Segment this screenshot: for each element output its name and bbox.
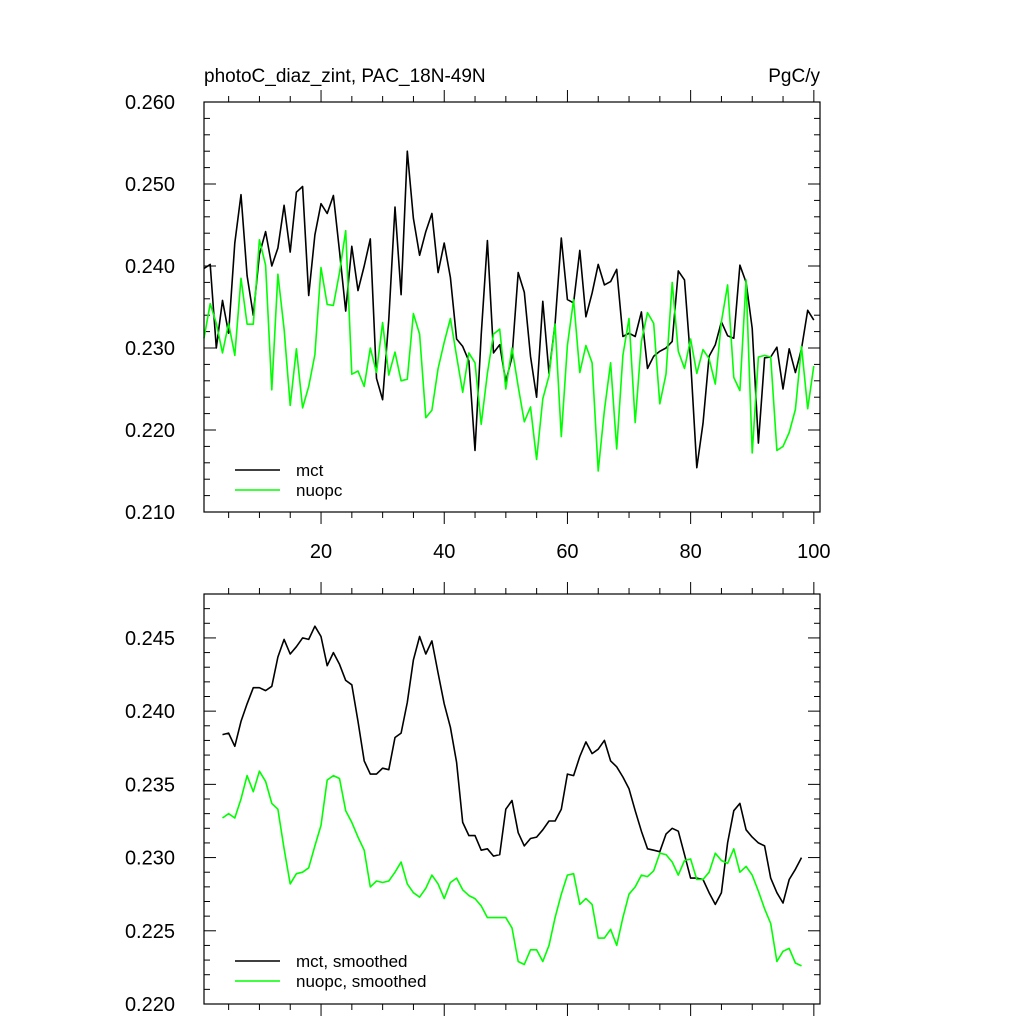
series-line-mct-smoothed: [222, 625, 803, 906]
top-x-tick-label: 100: [797, 541, 830, 563]
top-y-tick-label: 0.210: [125, 502, 175, 524]
top-x-tick-label: 80: [680, 541, 702, 563]
legend-label-mct: mct: [296, 461, 324, 480]
top-x-tick-labels: 20 40 60 80 100: [310, 541, 831, 563]
bottom-axis-ticks: [204, 582, 820, 1016]
bottom-y-tick-label: 0.225: [125, 921, 175, 943]
top-y-tick-label: 0.250: [125, 174, 175, 196]
series-line-nuopc-smoothed: [222, 770, 802, 967]
bottom-y-tick-label: 0.220: [125, 994, 175, 1016]
bottom-plot-frame: [203, 593, 821, 1005]
top-panel: photoC_diaz_zint, PAC_18N-49N PgC/y 0.21…: [125, 66, 831, 563]
top-chart-units: PgC/y: [768, 66, 820, 87]
top-y-tick-labels: 0.210 0.220 0.230 0.240 0.250 0.260: [125, 92, 175, 524]
legend-label-nuopc: nuopc: [296, 481, 343, 500]
top-x-tick-label: 60: [556, 541, 578, 563]
top-y-tick-label: 0.260: [125, 92, 175, 114]
bottom-y-tick-label: 0.240: [125, 701, 175, 723]
bottom-panel: 0.220 0.225 0.230 0.235 0.240 0.245 mct,…: [125, 582, 821, 1016]
top-y-tick-label: 0.220: [125, 420, 175, 442]
top-axis-ticks: [204, 90, 820, 524]
top-x-tick-label: 20: [310, 541, 332, 563]
bottom-y-tick-label: 0.245: [125, 628, 175, 650]
bottom-plot-series: [222, 625, 803, 967]
top-plot-frame: [203, 101, 821, 513]
series-line-nuopc: [203, 229, 815, 472]
top-plot-series: [203, 150, 815, 472]
top-y-tick-label: 0.240: [125, 256, 175, 278]
bottom-y-tick-label: 0.230: [125, 848, 175, 870]
bottom-y-tick-label: 0.235: [125, 774, 175, 796]
bottom-legend: mct, smoothed nuopc, smoothed: [235, 952, 426, 991]
top-y-tick-label: 0.230: [125, 338, 175, 360]
top-legend: mct nuopc: [235, 461, 343, 500]
legend-label-mct-smoothed: mct, smoothed: [296, 952, 408, 971]
top-x-tick-label: 40: [433, 541, 455, 563]
bottom-y-tick-labels: 0.220 0.225 0.230 0.235 0.240 0.245: [125, 628, 175, 1016]
legend-label-nuopc-smoothed: nuopc, smoothed: [296, 972, 426, 991]
top-chart-title: photoC_diaz_zint, PAC_18N-49N: [204, 66, 486, 87]
